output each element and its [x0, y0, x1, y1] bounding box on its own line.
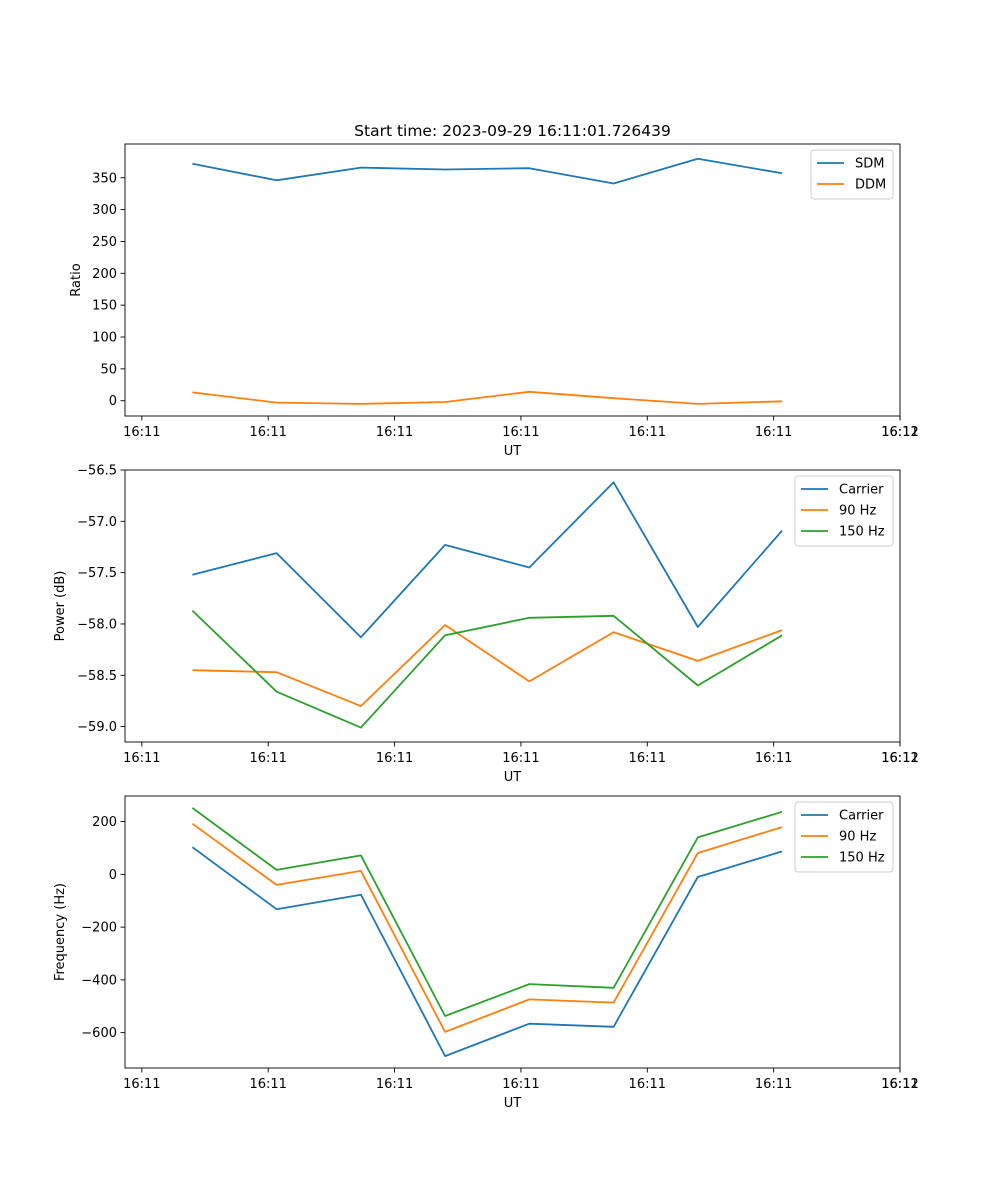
y-tick-label: −58.0: [77, 617, 117, 632]
y-tick-label: −59.0: [77, 720, 117, 735]
axes-frame: [124, 469, 901, 743]
y-tick-label: 150: [92, 299, 117, 314]
y-tick-label: −57.5: [77, 566, 117, 581]
x-tick-label: 16:11: [502, 751, 539, 766]
series-line-carrier: [191, 846, 783, 1057]
legend-entry: Carrier: [839, 809, 884, 824]
legend-entry: DDM: [855, 178, 886, 193]
x-tick-label: 16:11: [376, 425, 413, 440]
y-tick-label: −56.5: [77, 464, 117, 479]
axes-frame: [124, 143, 901, 417]
x-tick-label: 16:11: [755, 425, 792, 440]
axes-frame: [124, 795, 901, 1069]
legend: Carrier 90 Hz 150 Hz: [794, 801, 894, 873]
legend: SDM DDM: [810, 149, 894, 200]
x-axis-label: UT: [504, 444, 522, 459]
legend-entry: 90 Hz: [839, 830, 876, 845]
y-tick-label: 0: [109, 394, 117, 409]
chart-title: Start time: 2023-09-29 16:11:01.726439: [354, 122, 671, 140]
y-tick-label: −400: [81, 973, 117, 988]
series-line-150-hz: [191, 609, 783, 729]
x-tick-label: 16:11: [376, 751, 413, 766]
power-panel: 16:11 16:11 16:11 16:11 16:11 16:11 16:1116:12…: [53, 464, 919, 786]
y-tick-label: 200: [92, 815, 117, 830]
x-tick-label: 16:11: [629, 425, 666, 440]
x-tick-label: 16:11: [881, 751, 918, 766]
series-line-carrier: [192, 481, 783, 639]
x-tick-label: 16:12: [881, 425, 918, 440]
legend-entry: 150 Hz: [839, 851, 885, 866]
x-tick-label: 16:11: [249, 751, 286, 766]
x-tick-label: 16:11: [376, 1077, 413, 1092]
ratio-panel: 16:11 16:11 16:11 16:11 16:11 16:11 16:1116:12…: [69, 122, 919, 459]
x-tick-label: 16:11: [249, 1077, 286, 1092]
frequency-panel: 16:11 16:11 16:11 16:11 16:11 16:11 16:1116:12…: [53, 795, 919, 1111]
x-tick-label: 16:12: [881, 751, 918, 766]
series-line-sdm: [192, 157, 783, 185]
y-tick-label: −58.5: [77, 669, 117, 684]
x-tick-label: 16:11: [629, 1077, 666, 1092]
legend-entry: SDM: [855, 157, 884, 172]
x-tick-label: 16:11: [755, 1077, 792, 1092]
legend-frame: [794, 475, 894, 547]
x-axis-label: UT: [504, 770, 522, 785]
y-tick-label: −200: [81, 921, 117, 936]
y-axis-label: Power (dB): [53, 571, 68, 642]
y-tick-label: 200: [92, 267, 117, 282]
x-tick-label: 16:12: [881, 1077, 918, 1092]
x-tick-label: 16:11: [755, 751, 792, 766]
x-tick-label: 16:11: [123, 425, 160, 440]
y-tick-label: −57.0: [77, 515, 117, 530]
x-tick-label: 16:11: [881, 425, 918, 440]
x-tick-label: 16:11: [502, 1077, 539, 1092]
y-tick-label: −600: [81, 1026, 117, 1041]
series-line-90-hz: [192, 624, 783, 707]
series-line-ddm: [192, 390, 783, 405]
x-tick-label: 16:11: [123, 751, 160, 766]
x-tick-label: 16:11: [881, 1077, 918, 1092]
legend-entry: 150 Hz: [839, 525, 885, 540]
y-tick-label: 300: [92, 203, 117, 218]
y-tick-label: 0: [109, 868, 117, 883]
x-tick-label: 16:11: [123, 1077, 160, 1092]
y-tick-label: 250: [92, 235, 117, 250]
x-tick-label: 16:11: [629, 751, 666, 766]
x-axis-label: UT: [504, 1096, 522, 1111]
legend-frame: [794, 801, 894, 873]
series-line-150-hz: [191, 807, 783, 1017]
x-tick-label: 16:11: [502, 425, 539, 440]
y-axis-label: Frequency (Hz): [53, 883, 68, 981]
legend-entry: 90 Hz: [839, 504, 876, 519]
y-tick-label: 350: [92, 171, 117, 186]
x-tick-label: 16:11: [249, 425, 286, 440]
y-tick-label: 100: [92, 331, 117, 346]
legend: Carrier 90 Hz 150 Hz: [794, 475, 894, 547]
series-line-90-hz: [191, 822, 783, 1033]
y-tick-label: 50: [100, 362, 117, 377]
y-axis-label: Ratio: [69, 263, 84, 296]
legend-entry: Carrier: [839, 483, 884, 498]
